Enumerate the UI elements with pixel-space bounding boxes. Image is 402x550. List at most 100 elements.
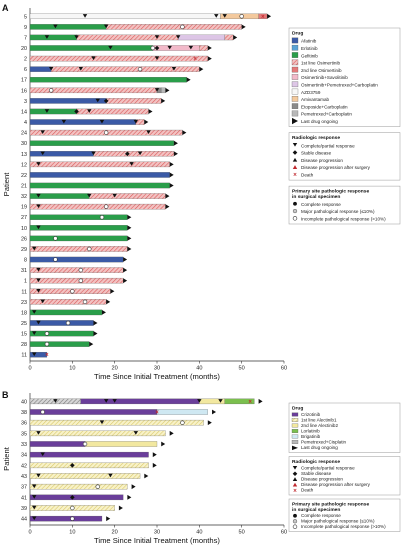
treatment-bar bbox=[29, 462, 149, 469]
ongoing-arrow bbox=[267, 13, 272, 19]
response-marker bbox=[82, 299, 88, 305]
legend-swatch bbox=[291, 66, 299, 73]
ongoing-arrow bbox=[106, 516, 111, 522]
panel-letter: B bbox=[2, 390, 9, 400]
treatment-bar bbox=[29, 214, 128, 220]
legend-swatch bbox=[291, 59, 299, 66]
patient-row: 35 bbox=[21, 430, 174, 437]
patient-row: 3 bbox=[24, 98, 166, 105]
ongoing-arrow bbox=[144, 473, 149, 479]
treatment-bar bbox=[29, 409, 158, 415]
patient-row: 15 bbox=[21, 330, 98, 338]
treatment-bar bbox=[29, 119, 136, 125]
ongoing-arrow bbox=[165, 204, 170, 210]
patient-label: 44 bbox=[21, 517, 27, 523]
response-marker bbox=[36, 204, 41, 209]
treatment-bar bbox=[29, 351, 48, 358]
patient-label: 12 bbox=[21, 162, 27, 168]
legend-radio-label: Death bbox=[301, 487, 314, 492]
legend-patho-label: Complete response bbox=[301, 513, 341, 518]
response-marker bbox=[95, 484, 100, 489]
patient-label: 18 bbox=[21, 310, 27, 316]
patient-row: 4 bbox=[24, 119, 149, 126]
legend-swatch bbox=[291, 103, 299, 109]
legend-patho-label: Incomplete pathological response (>10%) bbox=[301, 216, 386, 221]
treatment-bar bbox=[29, 330, 94, 337]
response-marker bbox=[239, 14, 244, 19]
legend-patho-title: in surgical specimen bbox=[292, 194, 340, 200]
legend-swatch bbox=[291, 44, 299, 51]
treatment-bar bbox=[89, 193, 166, 199]
ongoing-arrow bbox=[233, 35, 238, 40]
patient-label: 17 bbox=[21, 78, 27, 84]
legend-radio-label: Disease progression after surgery bbox=[301, 165, 371, 170]
patient-label: 11 bbox=[21, 353, 27, 359]
patient-row: 25 bbox=[21, 320, 98, 327]
patient-label: 2 bbox=[24, 57, 27, 63]
patient-row: 6 bbox=[24, 66, 204, 73]
response-marker bbox=[40, 409, 45, 415]
ongoing-arrow bbox=[123, 278, 128, 284]
patient-label: 6 bbox=[24, 67, 27, 73]
response-marker bbox=[188, 45, 194, 50]
legend-drug-title: Drug bbox=[292, 31, 303, 37]
response-marker bbox=[99, 420, 105, 425]
response-marker bbox=[36, 162, 41, 166]
patient-row: 21 bbox=[21, 182, 174, 190]
legend-patho-marker bbox=[292, 524, 298, 529]
patient-label: 8 bbox=[24, 258, 27, 264]
ongoing-arrow bbox=[186, 77, 191, 83]
response-marker bbox=[78, 278, 84, 283]
response-marker bbox=[36, 289, 41, 293]
treatment-bar bbox=[29, 34, 77, 41]
ongoing-arrow bbox=[258, 398, 263, 404]
response-marker bbox=[103, 204, 109, 209]
response-marker bbox=[112, 193, 117, 198]
patient-row: 22 bbox=[21, 172, 174, 179]
ongoing-arrow bbox=[127, 494, 132, 500]
patient-label: 13 bbox=[21, 152, 27, 158]
response-marker bbox=[74, 109, 79, 114]
response-marker bbox=[91, 151, 96, 156]
legend-ongoing-label: Last drug ongoing bbox=[301, 445, 338, 450]
response-marker bbox=[222, 14, 227, 18]
ongoing-arrow bbox=[106, 299, 111, 305]
legend-radio-label: Complete/partial response bbox=[301, 465, 355, 470]
treatment-bar bbox=[224, 34, 234, 41]
treatment-bar bbox=[29, 473, 141, 479]
response-marker bbox=[53, 24, 58, 29]
legend-radio-title: Radiologic response bbox=[292, 135, 340, 141]
x-tick-label: 30 bbox=[154, 530, 160, 536]
legend-drug-box bbox=[288, 402, 401, 453]
response-marker bbox=[218, 399, 223, 403]
response-marker bbox=[36, 278, 41, 283]
response-marker bbox=[70, 516, 75, 521]
legend-patho-marker bbox=[293, 513, 297, 518]
response-marker bbox=[103, 130, 109, 135]
legend-swatch bbox=[291, 418, 299, 422]
response-marker bbox=[36, 320, 41, 325]
legend-ongoing-arrow bbox=[292, 445, 298, 451]
patient-label: 25 bbox=[21, 321, 27, 327]
legend-radio-box bbox=[288, 456, 401, 496]
legend-swatch bbox=[291, 429, 299, 433]
patient-label: 33 bbox=[21, 442, 27, 448]
response-marker bbox=[40, 452, 45, 457]
response-marker bbox=[129, 162, 134, 166]
patient-row: 26 bbox=[21, 235, 132, 242]
ongoing-arrow bbox=[123, 257, 128, 262]
treatment-bar bbox=[51, 66, 200, 72]
response-marker bbox=[82, 14, 88, 18]
response-marker bbox=[36, 267, 41, 272]
legend-radio-label: Complete/partial response bbox=[301, 143, 355, 148]
x-tick-label: 50 bbox=[239, 366, 245, 372]
patient-label: 37 bbox=[21, 485, 27, 491]
patient-label: 10 bbox=[21, 226, 27, 232]
patient-row: 9 bbox=[24, 24, 246, 31]
legend-swatch bbox=[291, 52, 299, 58]
ongoing-arrow bbox=[93, 320, 98, 326]
patient-label: 26 bbox=[21, 236, 27, 242]
response-marker bbox=[70, 463, 75, 468]
response-marker bbox=[171, 66, 177, 71]
ongoing-arrow bbox=[161, 98, 166, 104]
